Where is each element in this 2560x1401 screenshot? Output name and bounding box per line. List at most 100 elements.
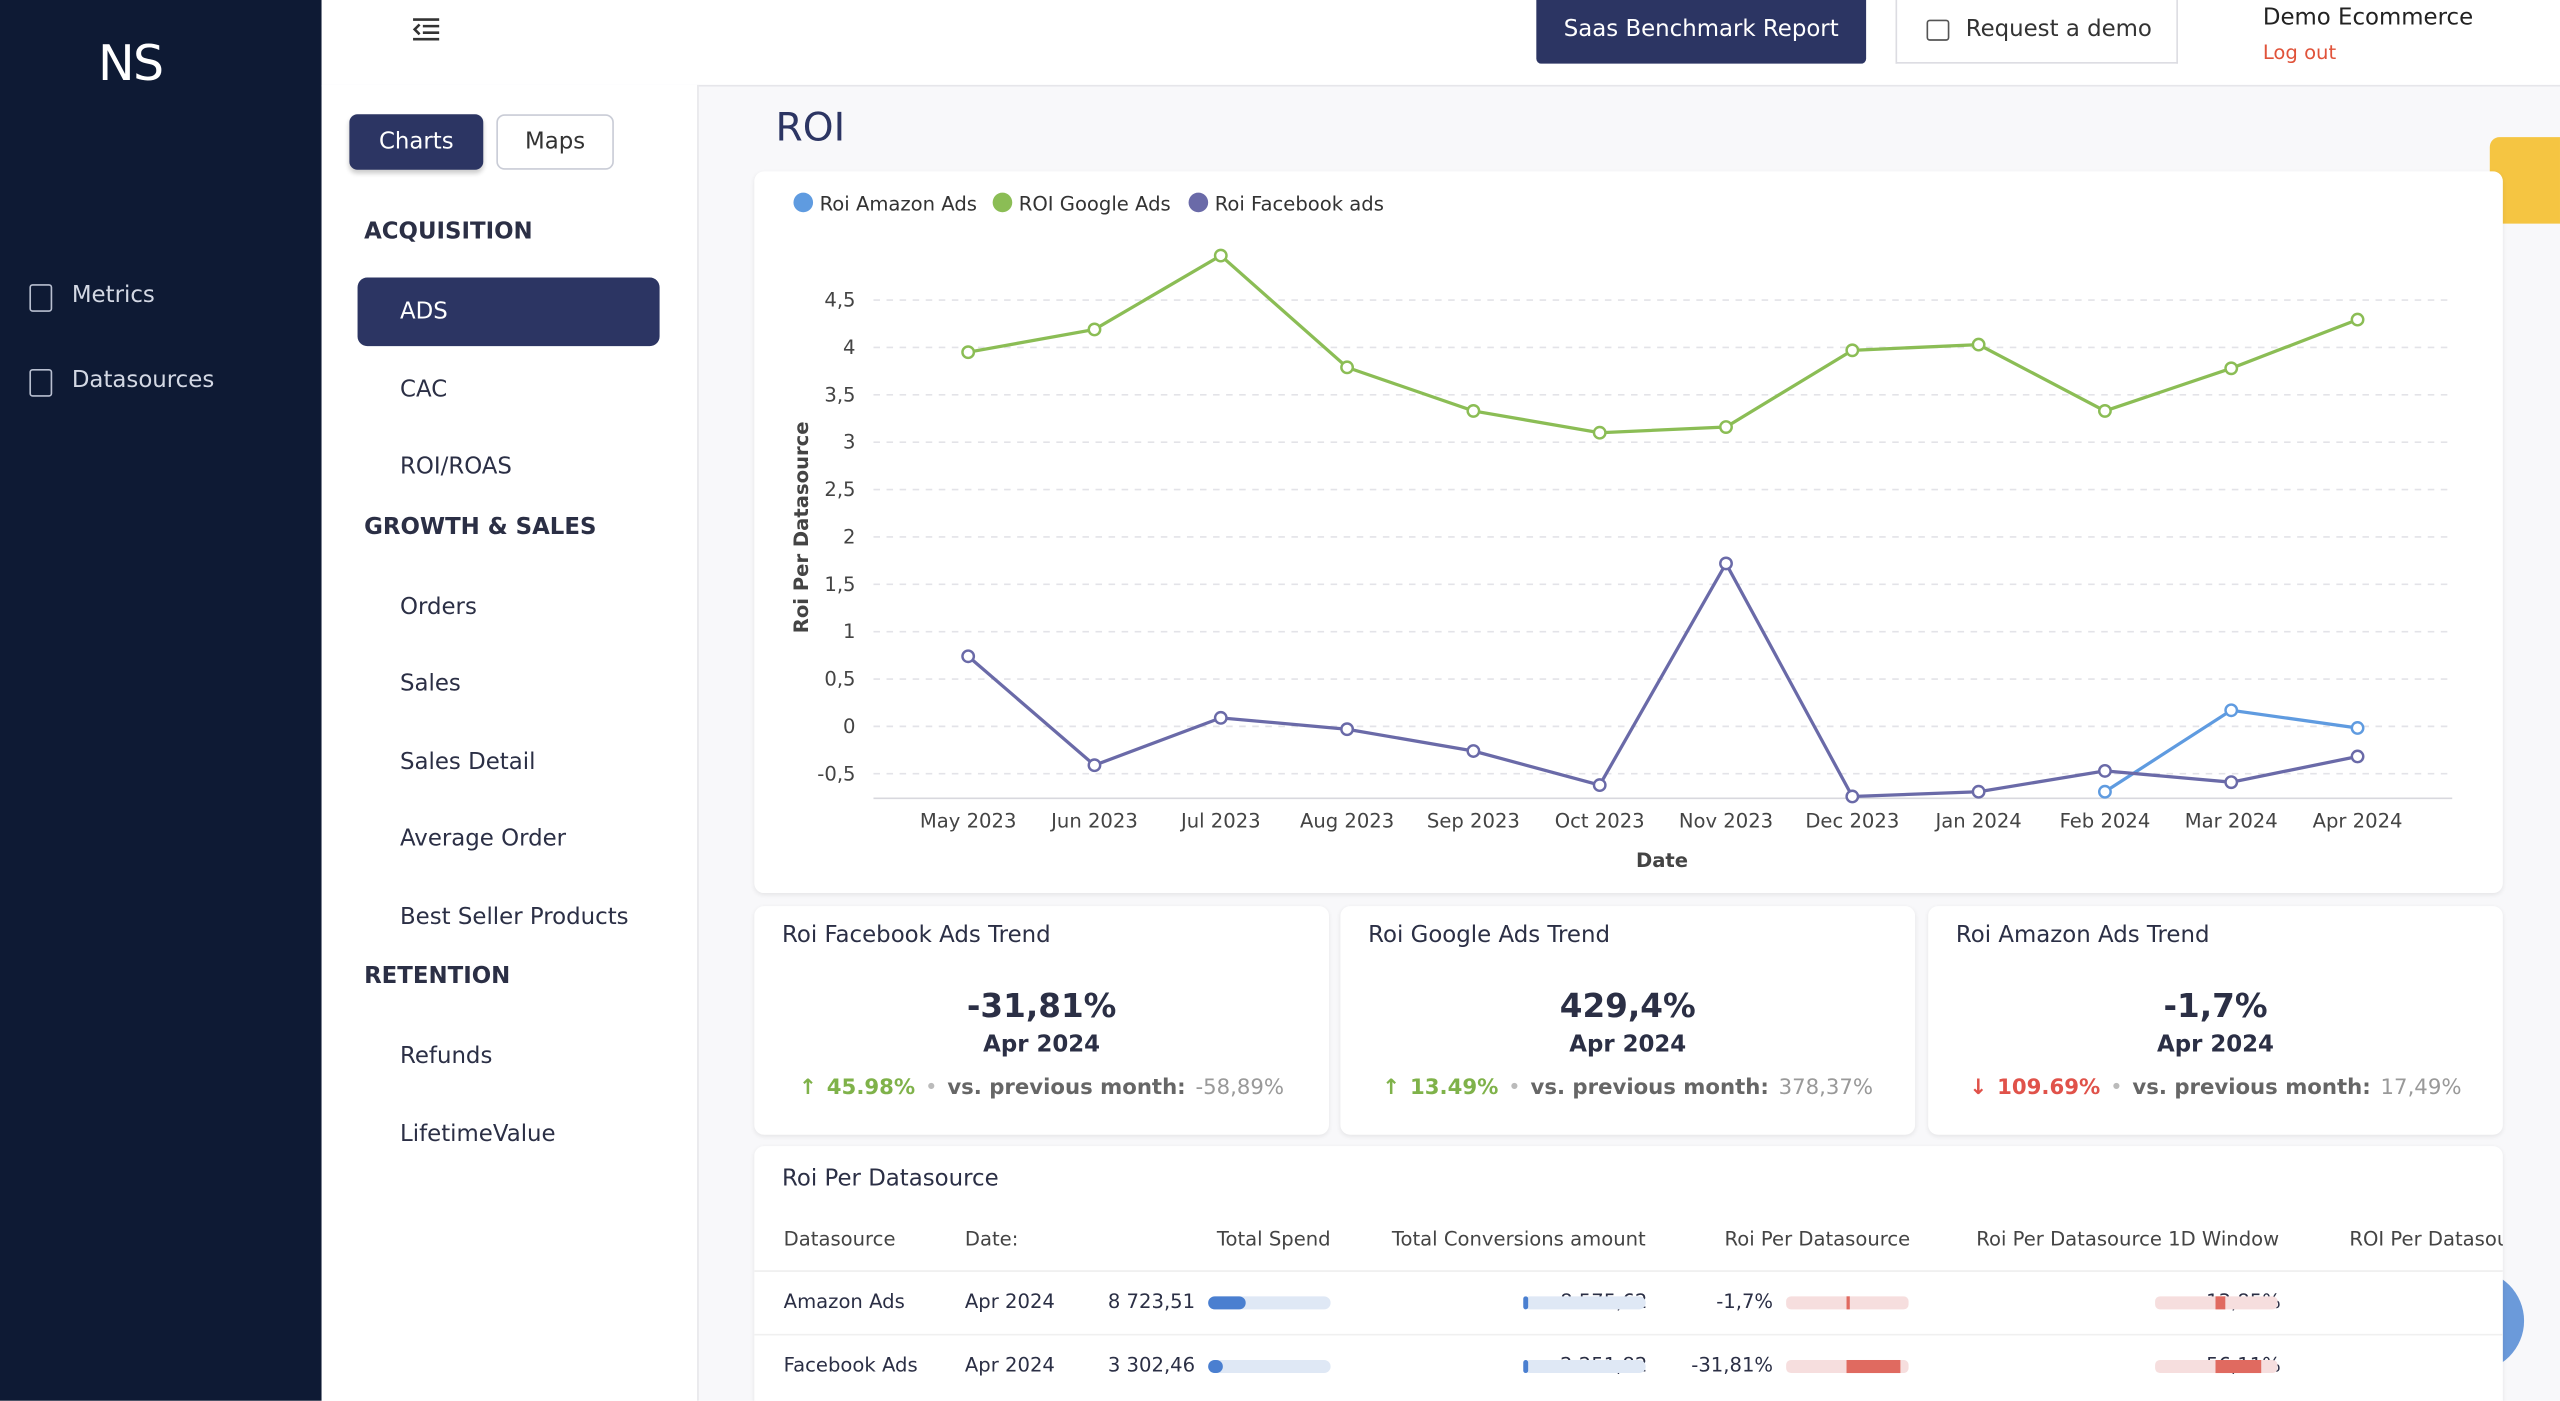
data-point bbox=[2350, 721, 2365, 735]
kpi-value: 429,4% bbox=[1559, 986, 1696, 1026]
column-header[interactable]: ROI Per Datasource bbox=[2349, 1227, 2502, 1251]
trend-arrow: ↑ bbox=[799, 1075, 817, 1101]
data-point bbox=[1466, 744, 1481, 758]
calendar-icon bbox=[1926, 19, 1950, 41]
x-tick-label: Jan 2024 bbox=[1934, 810, 2022, 833]
sidebar bbox=[0, 0, 322, 1401]
data-point bbox=[1719, 420, 1733, 434]
table-cell: Amazon Ads bbox=[783, 1289, 905, 1313]
nav-item[interactable]: Metrics bbox=[71, 282, 155, 309]
y-axis-label: Roi Per Datasource bbox=[790, 421, 813, 633]
y-tick-label: 0,5 bbox=[824, 668, 855, 691]
benchmark-button[interactable]: Saas Benchmark Report bbox=[1536, 0, 1867, 64]
logo: NS bbox=[97, 35, 164, 94]
menu-item[interactable]: CAC bbox=[399, 376, 448, 403]
menu-item[interactable]: Average Order bbox=[399, 826, 567, 853]
kpi-card: Roi Amazon Ads Trend -1,7% Apr 2024 ↓ 109.69… bbox=[1928, 906, 2503, 1135]
menu-item[interactable]: Refunds bbox=[399, 1043, 493, 1070]
data-point bbox=[1971, 784, 1986, 799]
line-chart: -0,5 0 0,5 1 1,5 2 2,5 3 3,5 4 4,5 May 2023 Jun 2023… bbox=[790, 192, 2453, 872]
data-point bbox=[1971, 337, 1986, 352]
roi-fill bbox=[2215, 1296, 2226, 1310]
legend-label: Roi Facebook ads bbox=[1215, 193, 1384, 216]
kpi-value: -31,81% bbox=[966, 986, 1117, 1026]
table-cell: 3 302,46 bbox=[1107, 1353, 1196, 1377]
menu-toggle[interactable] bbox=[410, 15, 443, 44]
column-header[interactable]: Total Conversions amount bbox=[1391, 1227, 1646, 1251]
page-title: ROI bbox=[775, 104, 846, 151]
trend-arrow: ↑ bbox=[1382, 1075, 1401, 1101]
x-tick-label: Apr 2024 bbox=[2313, 810, 2403, 833]
menu-item[interactable]: Sales Detail bbox=[399, 748, 536, 775]
y-tick-label: 0 bbox=[843, 715, 855, 738]
data-point bbox=[2224, 703, 2239, 718]
y-tick-label: 4 bbox=[843, 336, 855, 359]
progress-fill bbox=[1208, 1296, 1246, 1310]
chart-card: -0,5 0 0,5 1 1,5 2 2,5 3 3,5 4 4,5 May 2023 Jun 2023… bbox=[754, 171, 2503, 894]
compare-label: vs. previous month: bbox=[947, 1075, 1186, 1101]
data-point bbox=[1087, 322, 1102, 337]
menu-item-active[interactable]: ADS bbox=[357, 277, 660, 347]
data-point bbox=[1845, 789, 1860, 804]
topbar bbox=[321, 0, 2560, 87]
table-title: Roi Per Datasource bbox=[782, 1165, 999, 1192]
kpi-value: -1,7% bbox=[2163, 986, 2268, 1026]
data-point bbox=[1592, 425, 1607, 440]
data-point bbox=[2097, 784, 2112, 799]
data-point bbox=[1213, 248, 1228, 263]
nav-item[interactable]: Datasources bbox=[71, 367, 215, 394]
legend-swatch bbox=[992, 192, 1013, 213]
y-tick-label: 2,5 bbox=[824, 478, 855, 501]
data-point bbox=[1592, 778, 1607, 793]
menu-item[interactable]: Orders bbox=[399, 593, 477, 620]
series-line bbox=[967, 560, 2358, 799]
x-tick-label: Nov 2023 bbox=[1679, 810, 1773, 833]
progress-fill bbox=[1208, 1359, 1223, 1374]
separator: • bbox=[2110, 1075, 2123, 1101]
compare-value: 378,37% bbox=[1778, 1075, 1874, 1101]
column-header[interactable]: Total Spend bbox=[1216, 1227, 1331, 1251]
kpi-change: 45.98% bbox=[826, 1075, 916, 1101]
menu-item[interactable]: ROI/ROAS bbox=[399, 453, 512, 480]
y-tick-label: 1 bbox=[843, 620, 855, 643]
column-header[interactable]: Roi Per Datasource 1D Window bbox=[1976, 1227, 2280, 1251]
data-point bbox=[961, 345, 976, 360]
data-point bbox=[1340, 360, 1355, 375]
compare-label: vs. previous month: bbox=[1530, 1075, 1769, 1101]
legend-label: Roi Amazon Ads bbox=[820, 193, 977, 216]
compare-label: vs. previous month: bbox=[2132, 1075, 2371, 1101]
menu-item[interactable]: Sales bbox=[399, 671, 461, 698]
kpi-compare: ↑ 45.98% • vs. previous month: -58,89% bbox=[754, 1076, 1329, 1100]
demo-button[interactable]: Request a demo bbox=[1895, 0, 2178, 64]
data-point bbox=[2224, 361, 2239, 376]
separator: • bbox=[1508, 1075, 1521, 1101]
nav-icon[interactable] bbox=[29, 368, 53, 397]
kpi-period: Apr 2024 bbox=[983, 1031, 1101, 1058]
y-tick-label: -0,5 bbox=[817, 762, 855, 785]
data-point bbox=[2224, 775, 2239, 790]
column-header[interactable]: Datasource bbox=[783, 1227, 896, 1251]
kpi-change: 109.69% bbox=[1997, 1075, 2101, 1101]
roi-fill bbox=[2215, 1359, 2262, 1374]
tab[interactable]: Maps bbox=[496, 114, 614, 170]
kpi-card: Roi Google Ads Trend 429,4% Apr 2024 ↑ 13.49… bbox=[1340, 906, 1916, 1135]
y-tick-label: 2 bbox=[843, 525, 855, 548]
column-header[interactable]: Date: bbox=[964, 1227, 1019, 1251]
x-tick-label: Sep 2023 bbox=[1427, 810, 1520, 833]
table-cell: Facebook Ads bbox=[783, 1353, 918, 1377]
nav-icon[interactable] bbox=[29, 284, 53, 312]
roi-fill bbox=[1846, 1359, 1901, 1374]
menu-item[interactable]: Best Seller Products bbox=[399, 903, 629, 930]
logout-link[interactable]: Log out bbox=[2262, 40, 2337, 64]
data-point bbox=[1466, 403, 1481, 418]
menu-item[interactable]: LifetimeValue bbox=[399, 1120, 556, 1147]
account-name: Demo Ecommerce bbox=[2262, 4, 2474, 32]
column-header[interactable]: Roi Per Datasource bbox=[1724, 1227, 1911, 1251]
x-tick-label: Jul 2023 bbox=[1179, 810, 1261, 833]
progress-fill bbox=[1523, 1359, 1529, 1374]
data-point bbox=[2350, 312, 2365, 327]
tab-active[interactable]: Charts bbox=[349, 114, 484, 170]
data-point bbox=[1087, 758, 1102, 773]
